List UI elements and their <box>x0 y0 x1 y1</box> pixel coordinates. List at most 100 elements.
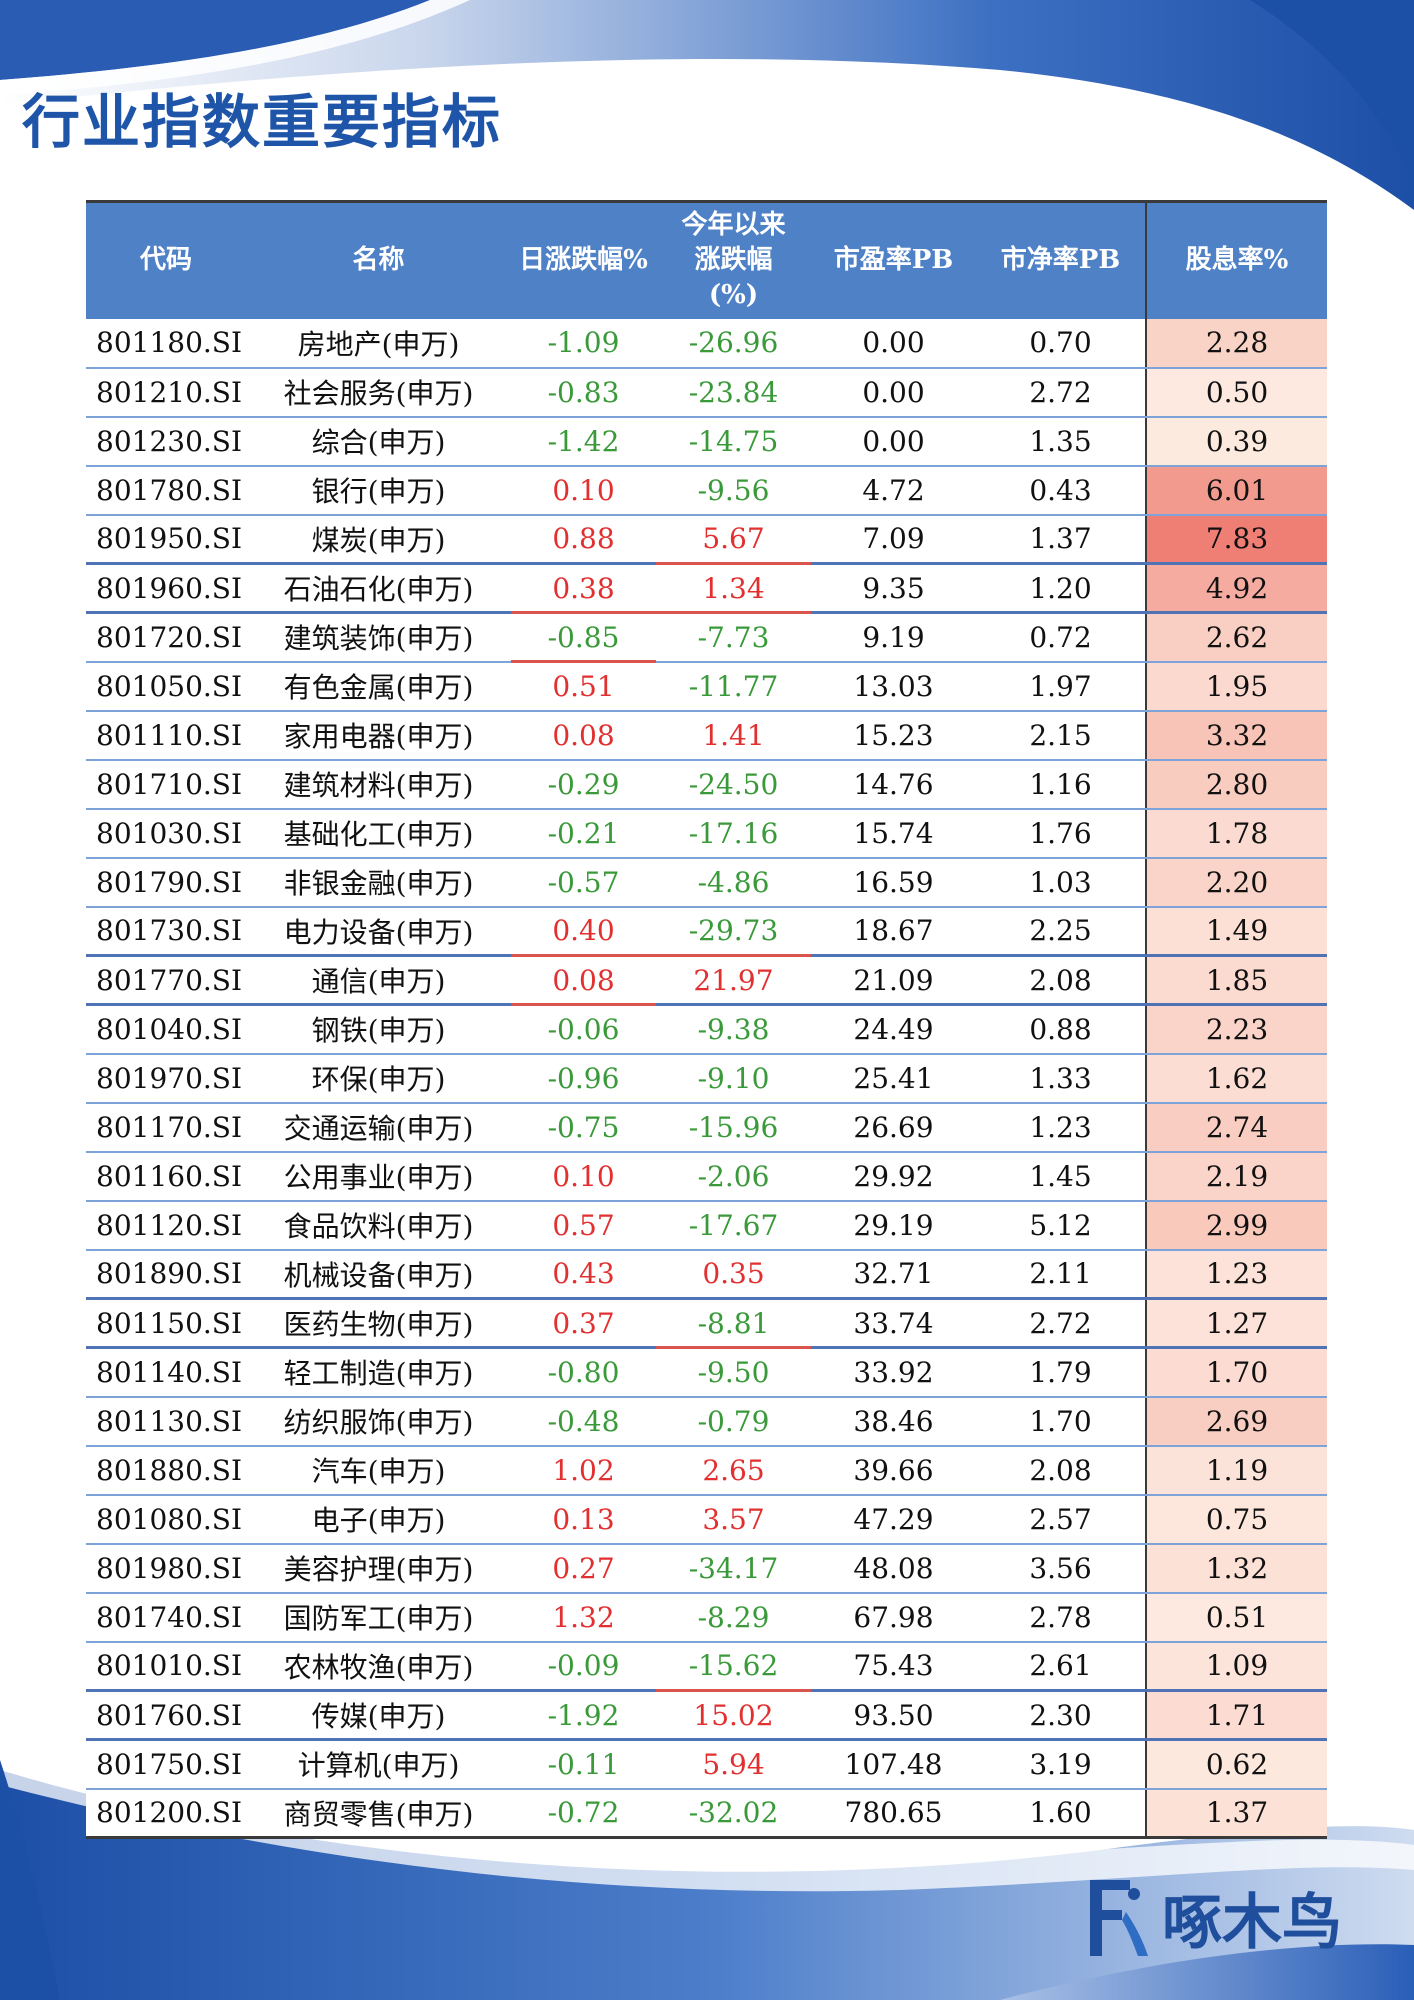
table-row: 801710.SI 建筑材料(申万) -0.29 -24.50 14.76 1.16 2.8… <box>86 759 1327 810</box>
cell-pe: 15.23 <box>811 710 976 761</box>
cell-code: 801750.SI <box>86 1739 246 1790</box>
cell-name: 食品饮料(申万) <box>246 1200 511 1251</box>
cell-pb: 0.43 <box>976 465 1146 516</box>
cell-daily-change: 0.27 <box>511 1543 656 1594</box>
cell-dividend-yield: 7.83 <box>1145 514 1327 565</box>
cell-dividend-yield: 4.92 <box>1145 563 1327 614</box>
cell-ytd-change: -24.50 <box>656 759 811 810</box>
cell-pb: 2.57 <box>976 1494 1146 1545</box>
cell-code: 801180.SI <box>86 318 246 369</box>
cell-name: 通信(申万) <box>246 955 511 1006</box>
cell-pb: 1.79 <box>976 1347 1146 1398</box>
brand-logo: 啄木鸟 <box>1082 1872 1342 1962</box>
cell-pe: 0.00 <box>811 416 976 467</box>
cell-pb: 2.72 <box>976 367 1146 418</box>
cell-name: 传媒(申万) <box>246 1690 511 1741</box>
cell-name: 轻工制造(申万) <box>246 1347 511 1398</box>
cell-ytd-change: -9.56 <box>656 465 811 516</box>
cell-dividend-yield: 2.74 <box>1145 1102 1327 1153</box>
cell-pe: 18.67 <box>811 906 976 957</box>
cell-ytd-change: -14.75 <box>656 416 811 467</box>
cell-pb: 2.30 <box>976 1690 1146 1741</box>
table-row: 801210.SI 社会服务(申万) -0.83 -23.84 0.00 2.72 0.50 <box>86 367 1327 418</box>
page-title: 行业指数重要指标 <box>22 88 503 156</box>
cell-pe: 0.00 <box>811 318 976 369</box>
table-row: 801780.SI 银行(申万) 0.10 -9.56 4.72 0.43 6.01 <box>86 465 1327 516</box>
cell-pe: 29.92 <box>811 1151 976 1202</box>
cell-pb: 1.45 <box>976 1151 1146 1202</box>
cell-ytd-change: -26.96 <box>656 318 811 369</box>
cell-daily-change: -1.42 <box>511 416 656 467</box>
cell-name: 医药生物(申万) <box>246 1298 511 1349</box>
cell-code: 801230.SI <box>86 416 246 467</box>
cell-ytd-change: 1.41 <box>656 710 811 761</box>
cell-code: 801210.SI <box>86 367 246 418</box>
cell-dividend-yield: 1.32 <box>1145 1543 1327 1594</box>
cell-name: 交通运输(申万) <box>246 1102 511 1153</box>
cell-code: 801970.SI <box>86 1053 246 1104</box>
cell-pe: 32.71 <box>811 1249 976 1300</box>
cell-code: 801030.SI <box>86 808 246 859</box>
cell-daily-change: -1.09 <box>511 318 656 369</box>
cell-code: 801050.SI <box>86 661 246 712</box>
table-row: 801010.SI 农林牧渔(申万) -0.09 -15.62 75.43 2.61 1.0… <box>86 1641 1327 1692</box>
cell-dividend-yield: 3.32 <box>1145 710 1327 761</box>
cell-pb: 2.61 <box>976 1641 1146 1692</box>
cell-ytd-change: -8.81 <box>656 1298 811 1349</box>
cell-pb: 1.33 <box>976 1053 1146 1104</box>
cell-pb: 1.20 <box>976 563 1146 614</box>
header-pb: 市净率PB <box>976 200 1146 319</box>
table-header-row: 代码 名称 日涨跌幅% 今年以来 涨跌幅 (%) 市盈率PB 市净率PB 股息率… <box>86 200 1327 319</box>
cell-code: 801790.SI <box>86 857 246 908</box>
cell-dividend-yield: 1.62 <box>1145 1053 1327 1104</box>
cell-ytd-change: 5.94 <box>656 1739 811 1790</box>
cell-daily-change: -1.92 <box>511 1690 656 1741</box>
cell-dividend-yield: 2.69 <box>1145 1396 1327 1447</box>
cell-pb: 3.19 <box>976 1739 1146 1790</box>
table-row: 801230.SI 综合(申万) -1.42 -14.75 0.00 1.35 0.39 <box>86 416 1327 467</box>
cell-pb: 0.72 <box>976 612 1146 663</box>
table-row: 801720.SI 建筑装饰(申万) -0.85 -7.73 9.19 0.72 2.62 <box>86 612 1327 663</box>
cell-ytd-change: -4.86 <box>656 857 811 908</box>
cell-pb: 0.70 <box>976 318 1146 369</box>
cell-pe: 93.50 <box>811 1690 976 1741</box>
cell-pe: 48.08 <box>811 1543 976 1594</box>
cell-ytd-change: -7.73 <box>656 612 811 663</box>
cell-code: 801150.SI <box>86 1298 246 1349</box>
cell-pe: 7.09 <box>811 514 976 565</box>
cell-name: 美容护理(申万) <box>246 1543 511 1594</box>
cell-dividend-yield: 1.95 <box>1145 661 1327 712</box>
cell-dividend-yield: 1.27 <box>1145 1298 1327 1349</box>
cell-pb: 2.25 <box>976 906 1146 957</box>
cell-pe: 33.74 <box>811 1298 976 1349</box>
cell-name: 有色金属(申万) <box>246 661 511 712</box>
table-row: 801130.SI 纺织服饰(申万) -0.48 -0.79 38.46 1.70 2.69 <box>86 1396 1327 1447</box>
table-row: 801770.SI 通信(申万) 0.08 21.97 21.09 2.08 1.85 <box>86 955 1327 1006</box>
cell-ytd-change: -15.96 <box>656 1102 811 1153</box>
cell-code: 801010.SI <box>86 1641 246 1692</box>
cell-daily-change: -0.83 <box>511 367 656 418</box>
cell-code: 801780.SI <box>86 465 246 516</box>
cell-code: 801960.SI <box>86 563 246 614</box>
cell-daily-change: -0.80 <box>511 1347 656 1398</box>
table-row: 801160.SI 公用事业(申万) 0.10 -2.06 29.92 1.45 2.19 <box>86 1151 1327 1202</box>
table-row: 801110.SI 家用电器(申万) 0.08 1.41 15.23 2.15 3.32 <box>86 710 1327 761</box>
cell-dividend-yield: 0.50 <box>1145 367 1327 418</box>
cell-code: 801890.SI <box>86 1249 246 1300</box>
cell-dividend-yield: 0.75 <box>1145 1494 1327 1545</box>
table-row: 801730.SI 电力设备(申万) 0.40 -29.73 18.67 2.25 1.49 <box>86 906 1327 957</box>
cell-pb: 2.78 <box>976 1592 1146 1643</box>
table-row: 801760.SI 传媒(申万) -1.92 15.02 93.50 2.30 1.71 <box>86 1690 1327 1741</box>
cell-pb: 1.23 <box>976 1102 1146 1153</box>
cell-pe: 21.09 <box>811 955 976 1006</box>
cell-dividend-yield: 1.78 <box>1145 808 1327 859</box>
cell-name: 环保(申万) <box>246 1053 511 1104</box>
cell-pb: 2.15 <box>976 710 1146 761</box>
cell-ytd-change: 1.34 <box>656 563 811 614</box>
cell-dividend-yield: 2.99 <box>1145 1200 1327 1251</box>
header-ytd-line2: 涨跌幅 <box>694 245 773 276</box>
cell-daily-change: -0.29 <box>511 759 656 810</box>
table-row: 801050.SI 有色金属(申万) 0.51 -11.77 13.03 1.97 1.95 <box>86 661 1327 712</box>
cell-code: 801170.SI <box>86 1102 246 1153</box>
cell-pb: 1.97 <box>976 661 1146 712</box>
